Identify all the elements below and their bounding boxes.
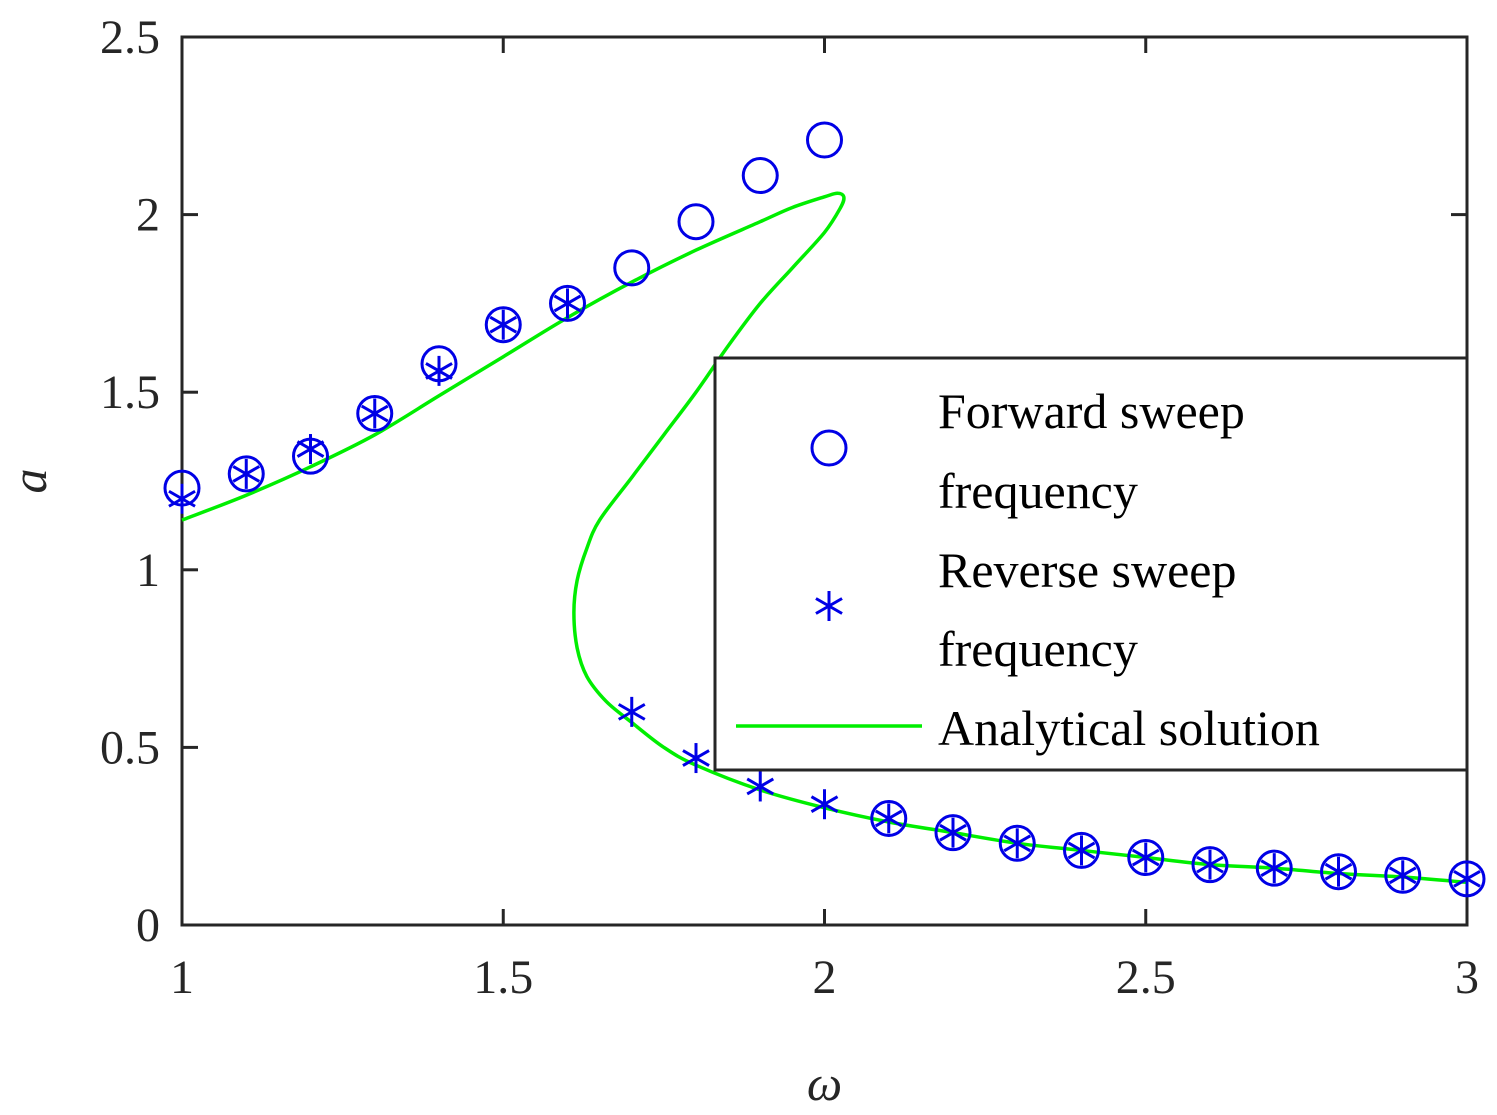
forward-point	[1448, 860, 1486, 898]
x-tick-label: 3	[1455, 951, 1479, 1004]
y-axis-label: a	[1, 469, 57, 494]
y-tick-label: 0.5	[100, 721, 160, 774]
y-tick-label: 0	[136, 899, 160, 952]
reverse-point	[296, 434, 325, 465]
forward-point	[806, 121, 843, 159]
forward-point	[227, 455, 265, 493]
forward-point	[934, 814, 972, 852]
legend-forward-marker	[810, 429, 848, 467]
reverse-point	[810, 789, 839, 820]
legend-analytical-line1: Analytical solution	[938, 700, 1320, 756]
reverse-point	[1260, 853, 1289, 884]
legend-reverse-line1: Reverse sweep	[938, 542, 1237, 598]
legend-entry-analytical: Analytical solution	[736, 700, 1320, 756]
y-tick-label: 2	[136, 189, 160, 242]
y-tick-label: 2.5	[100, 11, 160, 64]
forward-point	[1320, 853, 1357, 891]
y-tick-label: 1	[136, 544, 160, 597]
x-tick-label: 2	[813, 951, 837, 1004]
legend-reverse-line2: frequency	[938, 621, 1138, 677]
forward-point	[677, 203, 715, 241]
legend-forward-line1: Forward sweep	[938, 383, 1245, 439]
reverse-point	[1324, 856, 1353, 887]
y-tick-label: 1.5	[100, 366, 160, 419]
legend-reverse-marker	[815, 591, 843, 621]
legend-forward-line2: frequency	[938, 463, 1138, 519]
x-tick-label: 2.5	[1116, 951, 1176, 1004]
reverse-point	[1453, 863, 1481, 894]
forward-point	[741, 157, 779, 195]
reverse-point	[617, 696, 646, 727]
forward-point	[356, 395, 394, 433]
forward-point	[1255, 849, 1293, 887]
forward-point	[1127, 839, 1165, 877]
reverse-point	[425, 355, 453, 386]
forward-point	[998, 824, 1036, 862]
reverse-point	[168, 483, 196, 514]
reverse-point	[232, 458, 261, 489]
forward-point	[1191, 846, 1229, 884]
forward-point	[484, 306, 522, 344]
forward-point	[613, 249, 651, 287]
ticks: 1 1.5 2 2.5 3 0 0.5 1 1.5 2 2.5	[100, 11, 1479, 1004]
reverse-point	[1003, 828, 1032, 859]
reverse-point	[939, 817, 967, 848]
forward-point	[870, 799, 908, 837]
reverse-point	[1067, 835, 1096, 866]
forward-point	[549, 284, 586, 322]
reverse-point	[746, 771, 775, 802]
x-tick-label: 1	[170, 951, 194, 1004]
reverse-point	[874, 803, 903, 834]
legend-entry-reverse: Reverse sweep frequency	[815, 542, 1237, 677]
reverse-point	[1388, 860, 1417, 891]
markers-group	[163, 121, 1486, 898]
legend: Forward sweep frequency Reverse sweep fr…	[713, 356, 1469, 772]
reverse-point	[360, 398, 389, 429]
reverse-point	[1131, 842, 1160, 873]
forward-point	[1063, 831, 1100, 869]
reverse-point	[682, 743, 710, 774]
reverse-point	[489, 309, 518, 340]
x-axis-label: ω	[807, 1055, 842, 1111]
x-tick-label: 1.5	[473, 951, 533, 1004]
legend-box	[713, 356, 1469, 772]
reverse-point	[1196, 849, 1224, 880]
forward-point	[1384, 856, 1422, 894]
reverse-point	[553, 288, 582, 319]
legend-entry-forward: Forward sweep frequency	[810, 383, 1245, 519]
